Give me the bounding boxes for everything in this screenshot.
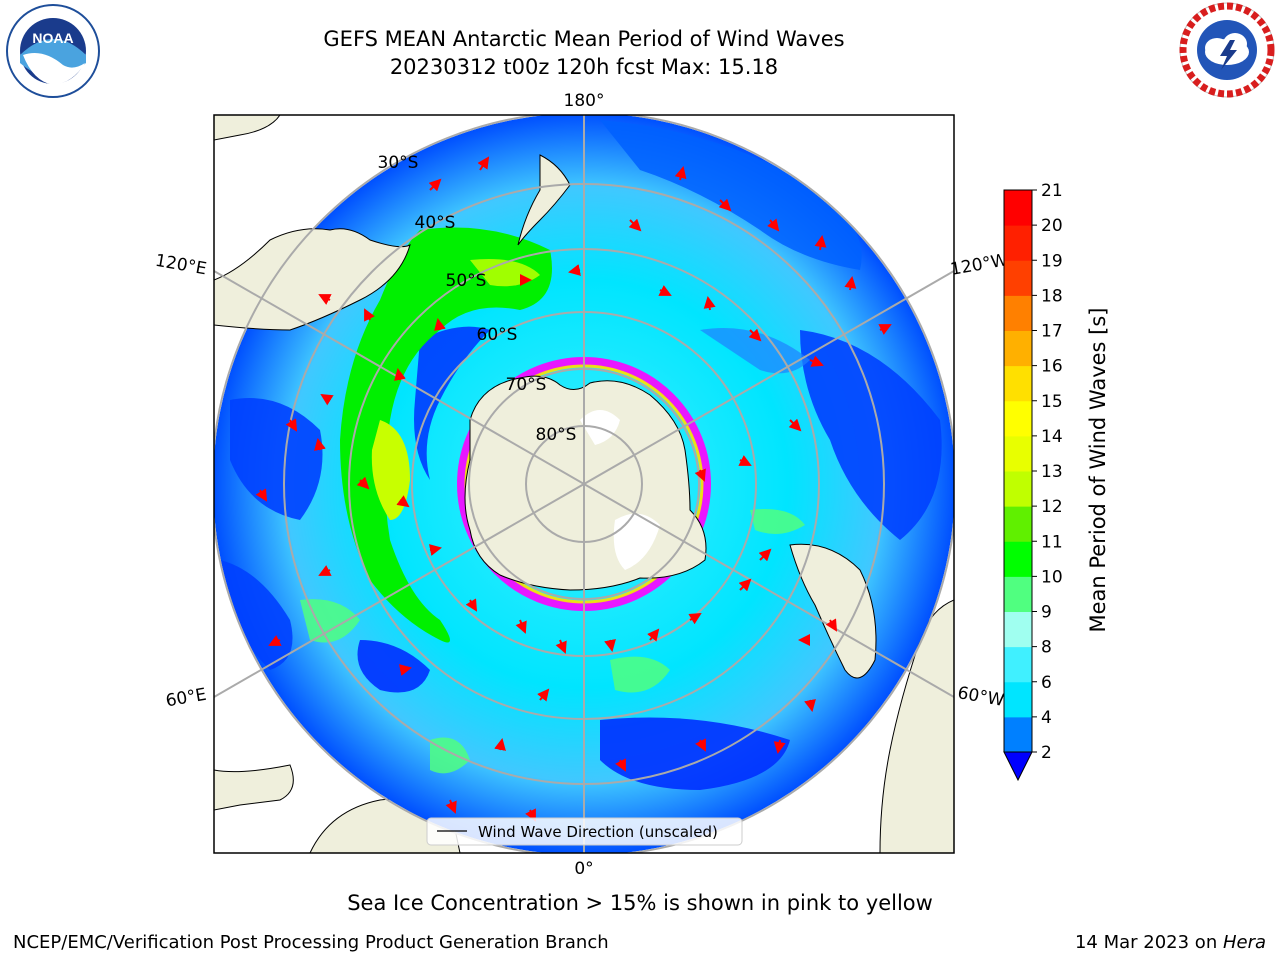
- lat-labels: 30°S 40°S 50°S 60°S 70°S 80°S: [378, 153, 577, 445]
- wave-period-field: [220, 120, 942, 790]
- colorbar-tick-label: 8: [1041, 638, 1052, 658]
- colorbar-extend-arrow: [1003, 751, 1033, 782]
- svg-text:NOAA: NOAA: [32, 30, 73, 46]
- colorbar-tick-label: 15: [1041, 392, 1063, 412]
- colorbar-swatch: [1004, 541, 1032, 577]
- colorbar-swatch: [1004, 295, 1032, 331]
- colorbar-swatches: [1003, 189, 1033, 782]
- credit-left: NCEP/EMC/Verification Post Processing Pr…: [13, 932, 609, 953]
- colorbar-swatch: [1004, 716, 1032, 753]
- lon-label-left-lower: 60°E: [164, 685, 208, 712]
- map-frame: [213, 114, 955, 854]
- colorbar-swatch: [1004, 225, 1032, 261]
- credit-host: Hera: [1222, 932, 1266, 953]
- credit-right: 14 Mar 2023 on Hera: [1075, 932, 1266, 953]
- colorbar-tick-label: 18: [1041, 286, 1063, 306]
- colorbar-swatch: [1004, 330, 1032, 367]
- lat-label-60: 60°S: [477, 325, 518, 345]
- colorbar-label: Mean Period of Wind Waves [s]: [1086, 308, 1110, 633]
- new-zealand-land: [517, 154, 571, 246]
- colorbar-swatch: [1004, 260, 1032, 296]
- lon-label-left-upper: 120°E: [154, 251, 208, 280]
- colorbar-swatch: [1004, 681, 1032, 718]
- lat-label-30: 30°S: [378, 153, 419, 173]
- colorbar-tick-label: 12: [1041, 497, 1063, 517]
- colorbar-swatch: [1004, 646, 1032, 683]
- lon-labels: 180° 0° 120°E 60°E 120°W 60°W: [154, 91, 1010, 879]
- colorbar-swatch: [1004, 190, 1032, 226]
- graticule: [214, 115, 954, 853]
- credit-date: 14 Mar 2023 on: [1074, 932, 1223, 953]
- colorbar-tick-label: 13: [1041, 462, 1063, 482]
- colorbar-tick-label: 9: [1041, 603, 1052, 623]
- colorbar-tick-label: 4: [1041, 708, 1052, 728]
- colorbar-swatch: [1004, 611, 1032, 648]
- lon-label-bottom: 0°: [574, 859, 593, 879]
- colorbar-tick-label: 19: [1041, 251, 1063, 271]
- colorbar-swatch: [1004, 471, 1032, 507]
- lat-label-80: 80°S: [536, 425, 577, 445]
- colorbar-swatch: [1004, 400, 1032, 437]
- colorbar-tick-label: 16: [1041, 357, 1063, 377]
- colorbar-tick-label: 14: [1041, 427, 1063, 447]
- chart-title: GEFS MEAN Antarctic Mean Period of Wind …: [323, 27, 845, 51]
- lat-label-40: 40°S: [415, 213, 456, 233]
- map-legend: Wind Wave Direction (unscaled): [426, 817, 743, 846]
- colorbar-tick-label: 21: [1041, 181, 1063, 201]
- colorbar-tick-label: 10: [1041, 567, 1063, 587]
- nws-logo: [1179, 2, 1275, 98]
- lat-label-70: 70°S: [506, 375, 547, 395]
- wind-wave-arrows: [255, 156, 892, 822]
- colorbar: 2 4 6 8 9 10 11 12 13 14 15 16 17 18 19 20 21 Mean Perio…: [1003, 181, 1110, 782]
- colorbar-tick-label: 17: [1041, 322, 1063, 342]
- colorbar-tick-label: 2: [1041, 743, 1052, 763]
- colorbar-tick-label: 11: [1041, 532, 1063, 552]
- lat-label-50: 50°S: [446, 271, 487, 291]
- colorbar-swatch: [1004, 365, 1032, 402]
- colorbar-swatch: [1004, 506, 1032, 542]
- colorbar-tick-label: 6: [1041, 673, 1052, 693]
- map-frame-content: [214, 115, 954, 853]
- south-america-land: [789, 543, 877, 679]
- colorbar-swatch: [1004, 576, 1032, 612]
- noaa-logo: NOAA: [6, 4, 100, 98]
- colorbar-ticks: 2 4 6 8 9 10 11 12 13 14 15 16 17 18 19 20 21: [1032, 181, 1063, 763]
- colorbar-swatch: [1004, 435, 1032, 472]
- legend-label: Wind Wave Direction (unscaled): [478, 823, 718, 841]
- chart-subtitle: 20230312 t00z 120h fcst Max: 15.18: [389, 55, 779, 79]
- lon-label-top: 180°: [564, 91, 605, 111]
- colorbar-tick-label: 20: [1041, 216, 1063, 236]
- sea-ice-note: Sea Ice Concentration > 15% is shown in …: [347, 891, 933, 915]
